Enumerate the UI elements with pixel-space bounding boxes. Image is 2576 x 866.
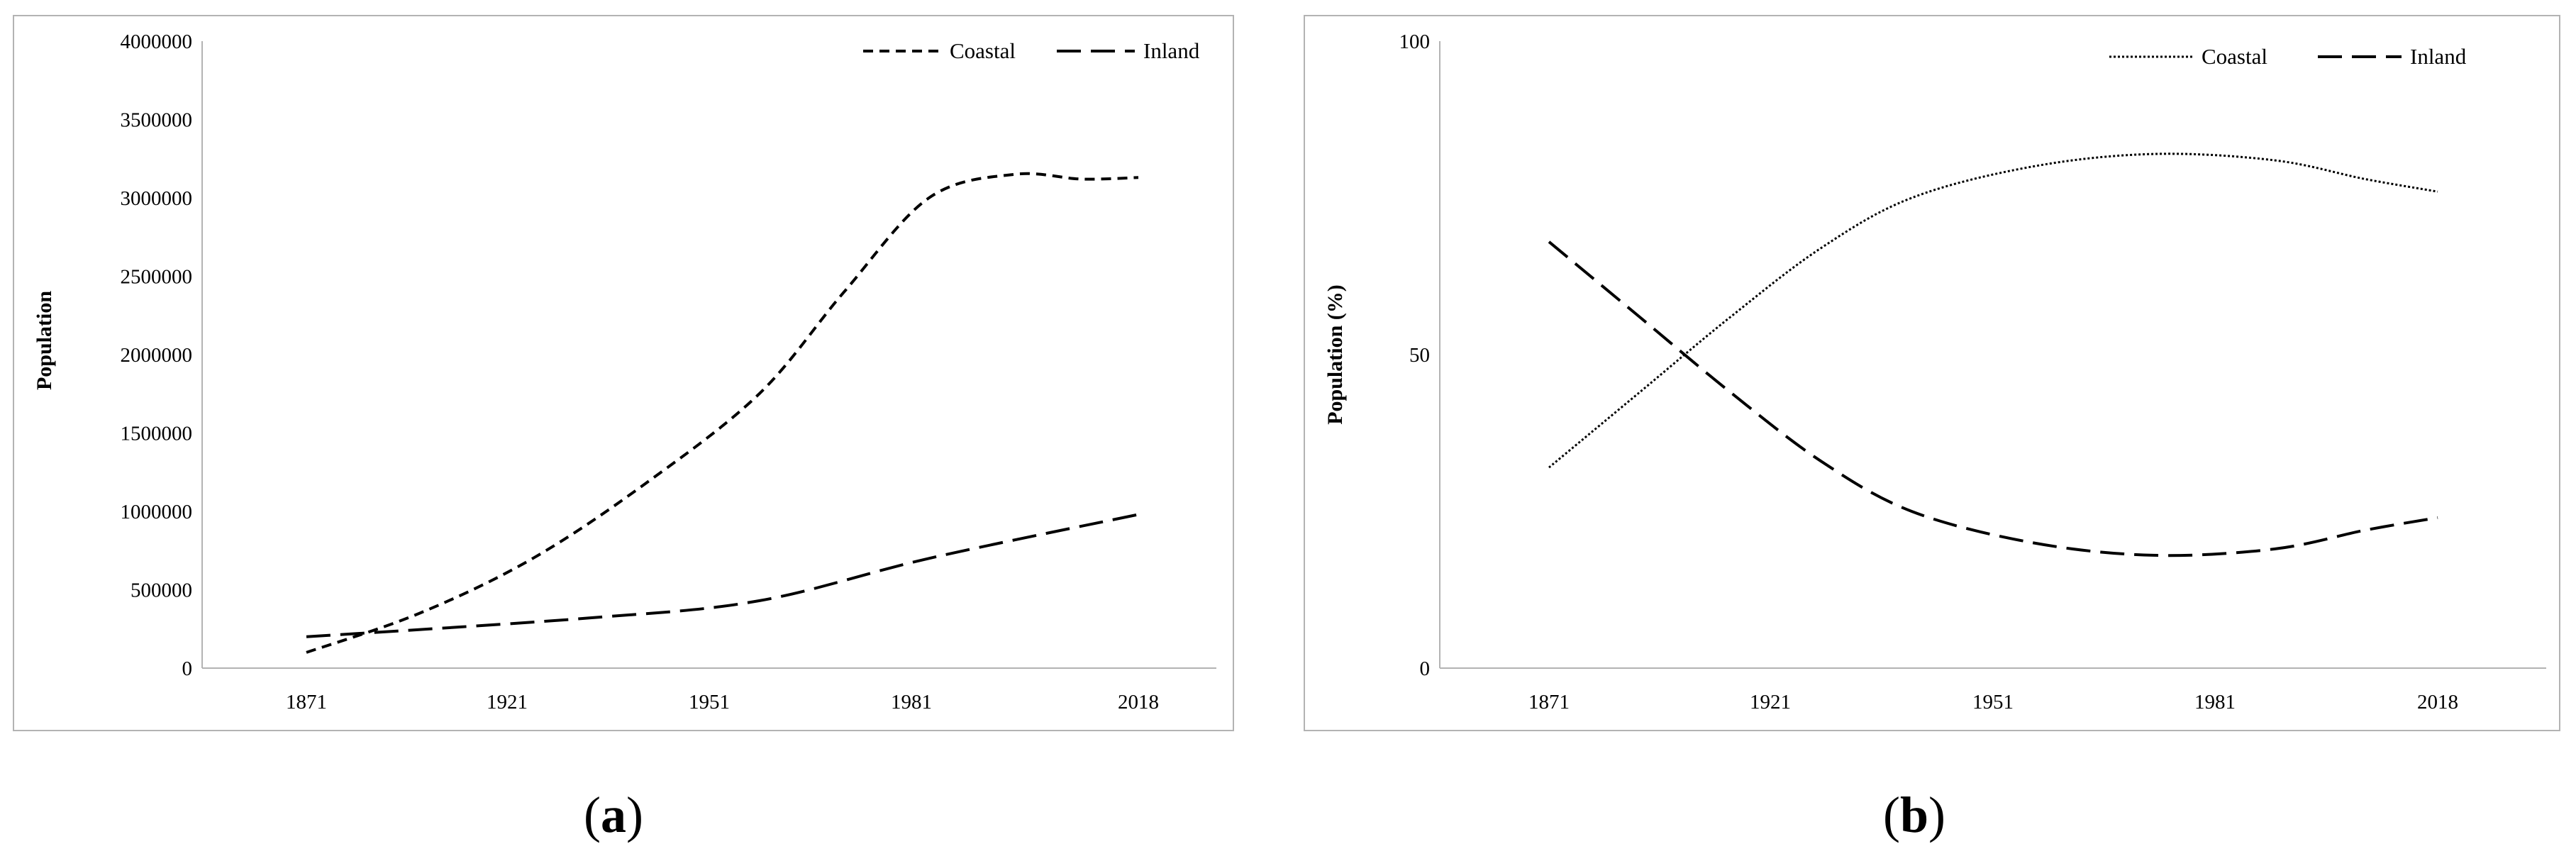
x-tick-label: 1871 xyxy=(1528,691,1570,714)
panel-caption-b: (b) xyxy=(1883,787,1946,843)
chart-frame xyxy=(13,15,1234,731)
x-tick-label: 1981 xyxy=(2194,691,2236,714)
legend-label-inland: Inland xyxy=(1143,38,1200,63)
y-axis: 0 50 100 xyxy=(1399,30,1440,680)
y-tick-label: 0 xyxy=(182,657,193,680)
legend-label-coastal: Coastal xyxy=(2202,44,2267,69)
y-tick-label: 100 xyxy=(1399,30,1431,53)
y-axis-label: Population (%) xyxy=(1323,284,1347,425)
y-tick-label: 3500000 xyxy=(121,109,193,132)
y-tick-label: 1000000 xyxy=(121,501,193,523)
panel-caption-a-letter: a xyxy=(600,787,626,843)
x-tick-label: 1921 xyxy=(1750,691,1791,714)
x-tick-label: 1951 xyxy=(1972,691,2014,714)
legend-label-inland: Inland xyxy=(2410,44,2467,69)
y-tick-label: 0 xyxy=(1420,657,1431,680)
series-line-coastal xyxy=(306,172,1139,654)
x-tick-label: 2018 xyxy=(1118,691,1159,714)
x-tick-label: 1871 xyxy=(286,691,327,714)
legend: Coastal Inland xyxy=(2109,44,2467,69)
x-tick-label: 1921 xyxy=(487,691,528,714)
x-axis: 1871 1921 1951 1981 2018 xyxy=(1440,667,2546,714)
series-group xyxy=(306,172,1139,654)
series-group xyxy=(1548,152,2438,557)
y-tick-label: 2000000 xyxy=(121,344,193,367)
legend: Coastal Inland xyxy=(863,38,1200,63)
x-axis: 1871 1921 1951 1981 2018 xyxy=(202,667,1216,714)
x-tick-label: 1951 xyxy=(689,691,730,714)
y-tick-label: 3000000 xyxy=(121,187,193,210)
series-line-inland xyxy=(1548,240,2438,557)
y-axis-label: Population xyxy=(33,291,56,390)
y-tick-label: 500000 xyxy=(131,579,192,602)
panel-caption-b-letter: b xyxy=(1899,787,1929,843)
x-tick-label: 2018 xyxy=(2417,691,2458,714)
panel-caption-a: (a) xyxy=(584,787,643,843)
legend-label-coastal: Coastal xyxy=(950,38,1016,63)
y-tick-label: 50 xyxy=(1409,344,1430,367)
x-tick-label: 1981 xyxy=(891,691,932,714)
y-tick-label: 2500000 xyxy=(121,266,193,289)
series-line-inland xyxy=(306,513,1139,638)
chart-panel-a: 0 500000 1000000 1500000 2000000 2500000 30000… xyxy=(13,15,1234,731)
chart-panel-b: 0 50 100 1871 1921 1951 1981 2018 Population (… xyxy=(1304,15,2560,731)
y-tick-label: 1500000 xyxy=(121,423,193,445)
y-tick-label: 4000000 xyxy=(121,30,193,53)
y-axis: 0 500000 1000000 1500000 2000000 2500000 30000… xyxy=(121,30,203,680)
chart-frame xyxy=(1304,15,2560,731)
